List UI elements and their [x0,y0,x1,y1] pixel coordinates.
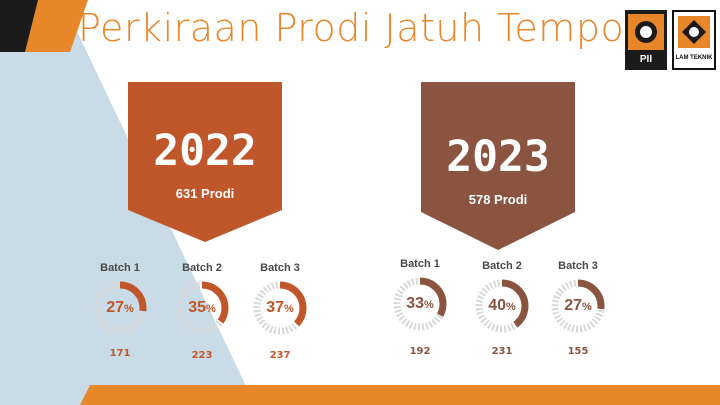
banner-shape [128,82,282,242]
batch-donut: 40% [474,278,530,334]
batch-donut: 37% [252,280,308,336]
batch-count: 237 [269,350,291,361]
banner-shape [421,82,575,250]
year-banner-2023: 2023 578 Prodi [421,82,575,250]
pii-emblem-icon [628,14,664,50]
batch-count: 231 [491,346,513,357]
batch-count: 155 [567,346,589,357]
lam-logo-text: LAM TEKNIK [675,55,713,61]
year-banner-2022: 2022 631 Prodi [128,82,282,242]
donut-percent: 40% [488,297,516,314]
banner-prodi-count: 631 Prodi [175,186,235,201]
pii-logo: PII [625,10,667,70]
donut-arc [253,281,307,335]
batch-2023-2: Batch 2 40% 231 [467,260,537,370]
batch-count: 192 [409,346,431,357]
batch-count: 171 [109,348,131,359]
donut-ring [393,277,447,331]
batch-2023-1: Batch 1 33% 192 [385,258,455,368]
batch-donut: 33% [392,276,448,332]
bg-orange-stripe [25,0,88,52]
batch-donut: 27% [550,278,606,334]
donut-percent: 27% [564,297,592,314]
lam-emblem-icon [678,16,710,48]
donut-percent: 37% [266,299,294,316]
banner-year: 2023 [446,132,550,182]
banner-prodi-count: 578 Prodi [468,192,528,207]
batch-donut: 35% [174,280,230,336]
batch-count: 223 [191,350,213,361]
bg-blue-panel [0,0,255,405]
donut-ring [475,279,529,333]
batch-label: Batch 2 [182,262,222,274]
batch-label: Batch 3 [558,260,598,272]
page-title: Perkiraan Prodi Jatuh Tempo [78,6,625,50]
donut-ring [253,281,307,335]
donut-ring [175,281,229,335]
batch-2022-2: Batch 2 35% 223 [167,262,237,372]
batch-label: Batch 1 [400,258,440,270]
batch-label: Batch 1 [100,262,140,274]
donut-percent: 33% [406,295,434,312]
donut-arc [393,277,447,331]
donut-ring [93,281,147,335]
batch-2023-3: Batch 3 27% 155 [543,260,613,370]
pii-logo-text: PII [639,54,653,65]
donut-arc [475,279,529,333]
donut-percent: 27% [106,299,134,316]
donut-arc [175,281,229,335]
batch-2022-1: Batch 1 27% 171 [85,262,155,372]
banner-year: 2022 [153,126,257,176]
bg-bottom-bar [0,385,720,405]
batch-donut: 27% [92,280,148,336]
lam-teknik-logo: LAM TEKNIK [672,10,716,70]
donut-percent: 35% [188,299,216,316]
batch-label: Batch 3 [260,262,300,274]
batch-label: Batch 2 [482,260,522,272]
bg-bottom-blue [0,385,90,405]
donut-arc [551,279,605,333]
donut-arc [93,281,147,335]
batch-2022-3: Batch 3 37% 237 [245,262,315,372]
donut-ring [551,279,605,333]
